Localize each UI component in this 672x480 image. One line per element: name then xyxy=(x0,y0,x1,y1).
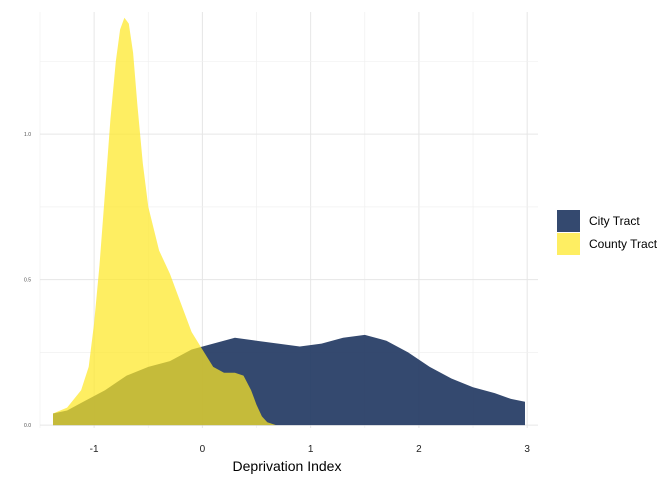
legend-label: City Tract xyxy=(589,214,640,228)
density-area-county-tract xyxy=(53,17,276,426)
axis-ticks: -1 0 1 2 3 0.0 0.5 1.0 xyxy=(24,132,530,455)
legend-swatch xyxy=(557,233,580,255)
legend-swatch xyxy=(557,210,580,232)
x-tick-label: 3 xyxy=(524,444,530,455)
legend: City Tract County Tract xyxy=(557,210,658,255)
x-tick-label: -1 xyxy=(90,444,99,455)
x-tick-label: 0 xyxy=(200,444,206,455)
legend-label: County Tract xyxy=(589,237,658,251)
x-axis-title: Deprivation Index xyxy=(233,458,342,474)
y-tick-label: 0.5 xyxy=(24,278,31,284)
x-tick-label: 2 xyxy=(416,444,422,455)
x-tick-label: 1 xyxy=(308,444,314,455)
y-tick-label: 0.0 xyxy=(24,423,31,429)
y-tick-label: 1.0 xyxy=(24,132,31,138)
density-areas xyxy=(53,17,525,426)
